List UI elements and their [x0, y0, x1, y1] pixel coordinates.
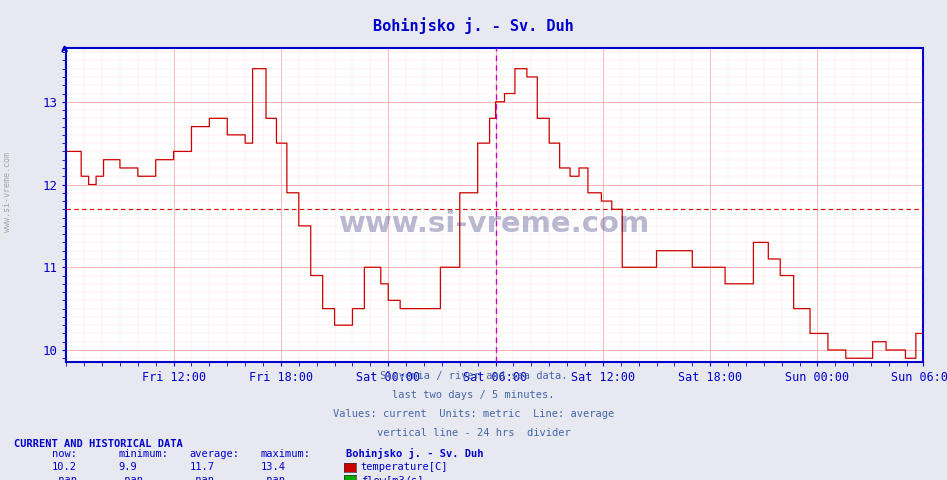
Text: 9.9: 9.9 [118, 462, 137, 472]
Text: -nan: -nan [260, 475, 285, 480]
Text: www.si-vreme.com: www.si-vreme.com [3, 152, 12, 232]
Text: Slovenia / river and sea data.: Slovenia / river and sea data. [380, 371, 567, 381]
Text: maximum:: maximum: [260, 449, 311, 459]
Text: average:: average: [189, 449, 240, 459]
Text: 11.7: 11.7 [189, 462, 214, 472]
Text: Bohinjsko j. - Sv. Duh: Bohinjsko j. - Sv. Duh [346, 448, 483, 459]
Text: -nan: -nan [52, 475, 77, 480]
Text: -nan: -nan [118, 475, 143, 480]
Text: CURRENT AND HISTORICAL DATA: CURRENT AND HISTORICAL DATA [14, 439, 183, 449]
Text: 10.2: 10.2 [52, 462, 77, 472]
Text: Values: current  Units: metric  Line: average: Values: current Units: metric Line: aver… [333, 409, 614, 419]
Text: www.si-vreme.com: www.si-vreme.com [339, 210, 651, 238]
Text: Bohinjsko j. - Sv. Duh: Bohinjsko j. - Sv. Duh [373, 17, 574, 34]
Text: vertical line - 24 hrs  divider: vertical line - 24 hrs divider [377, 428, 570, 438]
Text: last two days / 5 minutes.: last two days / 5 minutes. [392, 390, 555, 400]
Text: minimum:: minimum: [118, 449, 169, 459]
Text: 13.4: 13.4 [260, 462, 285, 472]
Text: flow[m3/s]: flow[m3/s] [361, 475, 423, 480]
Text: temperature[C]: temperature[C] [361, 462, 448, 472]
Text: now:: now: [52, 449, 77, 459]
Text: -nan: -nan [189, 475, 214, 480]
